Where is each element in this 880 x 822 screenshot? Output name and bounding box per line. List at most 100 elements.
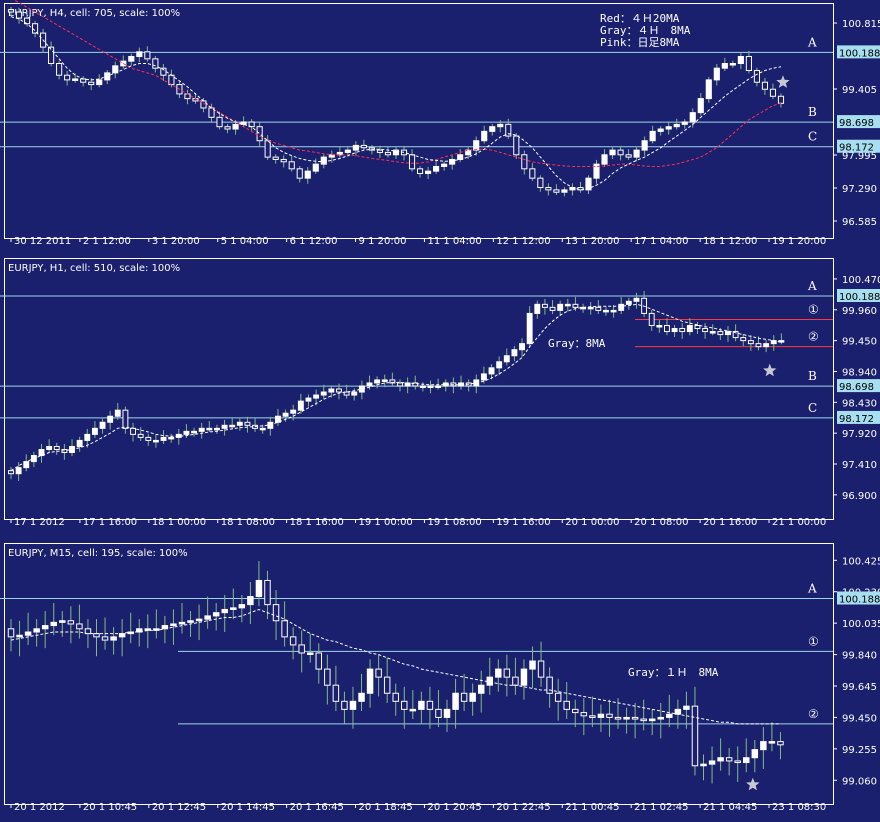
candle-down [137, 433, 144, 438]
level-label: B [808, 105, 817, 119]
x-tick-label: 20 1 08:00 [634, 517, 688, 528]
candle-down [691, 705, 699, 767]
x-tick-label: 19 1 08:00 [427, 517, 481, 528]
plot-frame [4, 258, 834, 520]
x-tick-label: 20 1 12:45 [152, 802, 206, 813]
candle-down [48, 46, 55, 65]
h1-chart-svg[interactable]: EURJPY, H1, cell: 510, scale: 100% 100.47… [0, 255, 880, 540]
candle-up [304, 170, 311, 179]
candle-down [554, 692, 562, 702]
candle-up [673, 123, 680, 128]
y-tick-label: 99.255 [842, 745, 877, 756]
x-tick-label: 13 1 20:00 [565, 236, 619, 247]
candle-up [496, 361, 503, 369]
candle-up [238, 604, 246, 609]
candle-down [553, 189, 560, 193]
m15-chart-svg[interactable]: EURJPY, M15, cell: 195, scale: 100% 100.4… [0, 540, 880, 822]
candle-up [409, 708, 417, 712]
candle-down [755, 343, 762, 348]
candle-down [67, 620, 75, 625]
h1-chart-panel[interactable]: EURJPY, H1, cell: 510, scale: 100% 100.47… [0, 255, 880, 540]
candle-up [481, 130, 488, 142]
candle-down [606, 713, 613, 718]
x-tick-label: 9 1 20:00 [359, 236, 407, 247]
candle-up [433, 165, 440, 172]
candle-down [625, 154, 632, 158]
candle-down [761, 81, 769, 90]
candle-up [623, 716, 630, 720]
price-tag-label: 100.188 [839, 292, 880, 303]
x-tick-label: 18 1 00:00 [152, 517, 206, 528]
candle-down [725, 757, 733, 762]
candle-down [244, 421, 251, 426]
candle-up [587, 306, 594, 310]
candle-up [99, 421, 106, 429]
candle-down [505, 123, 512, 137]
candle-up [519, 343, 525, 351]
x-tick-label: 21 1 00:45 [565, 802, 619, 813]
candle-up [328, 388, 335, 393]
m15-chart-panel[interactable]: EURJPY, M15, cell: 195, scale: 100% 100.4… [0, 540, 880, 822]
plot-frame [4, 3, 834, 239]
ma-gray-line [10, 16, 782, 191]
candle-down [408, 154, 416, 170]
x-tick-label: 20 1 00:00 [565, 517, 619, 528]
candle-up [625, 300, 632, 305]
h4-chart-panel[interactable]: EURJPY, H4, cell: 705, scale: 100% 100.81… [0, 0, 880, 255]
candle-down [281, 620, 288, 638]
candle-up [419, 385, 426, 388]
candle-up [59, 620, 66, 623]
candle-down [545, 187, 552, 191]
candle-up [358, 692, 365, 702]
candle-up [666, 713, 673, 718]
h4-chart-svg[interactable]: EURJPY, H4, cell: 705, scale: 100% 100.81… [0, 0, 880, 255]
y-tick-label: 96.585 [842, 217, 877, 228]
candle-down [160, 67, 167, 76]
legend-entry: Red：４Ｈ20MA [600, 12, 680, 25]
candle-up [441, 163, 448, 167]
candle-up [344, 149, 351, 153]
candle-up [198, 427, 205, 432]
candle-up [511, 349, 518, 357]
chart-title: EURJPY, M15, cell: 195, scale: 100% [8, 548, 188, 559]
candle-up [721, 63, 728, 69]
candle-up [33, 628, 40, 633]
y-tick-label: 97.920 [842, 429, 877, 440]
candle-down [145, 436, 152, 441]
candle-up [247, 596, 254, 606]
candle-up [24, 631, 32, 636]
candle-down [631, 716, 639, 720]
candle-up [110, 636, 117, 641]
candle-up [435, 385, 442, 388]
candle-down [376, 149, 384, 153]
candle-up [183, 430, 190, 435]
price-tag-label: 100.188 [839, 595, 880, 606]
candle-down [315, 652, 323, 670]
candle-up [561, 189, 568, 193]
candle-up [665, 126, 672, 130]
candle-down [31, 23, 39, 34]
ma-gray-line [10, 303, 782, 472]
candle-down [426, 700, 434, 710]
candle-up [374, 379, 381, 384]
candle-up [760, 741, 767, 751]
candle-up [366, 382, 373, 387]
candle-down [383, 676, 391, 694]
candle-up [366, 668, 374, 694]
chart-background [0, 255, 880, 540]
candle-down [702, 328, 709, 333]
x-tick-label: 20 1 16:00 [703, 517, 757, 528]
candle-down [122, 409, 129, 429]
candle-down [256, 126, 263, 142]
candle-down [513, 135, 520, 156]
candle-up [683, 705, 690, 710]
candle-down [753, 70, 760, 83]
legend-entry: Gray：１Ｈ 8MA [628, 666, 719, 679]
candle-up [305, 397, 312, 402]
candle-down [208, 107, 215, 118]
price-tag-label: 98.172 [839, 414, 874, 425]
candle-up [657, 716, 664, 720]
candle-up [221, 424, 228, 429]
candle-up [443, 708, 451, 718]
x-tick-label: 18 1 16:00 [290, 517, 344, 528]
